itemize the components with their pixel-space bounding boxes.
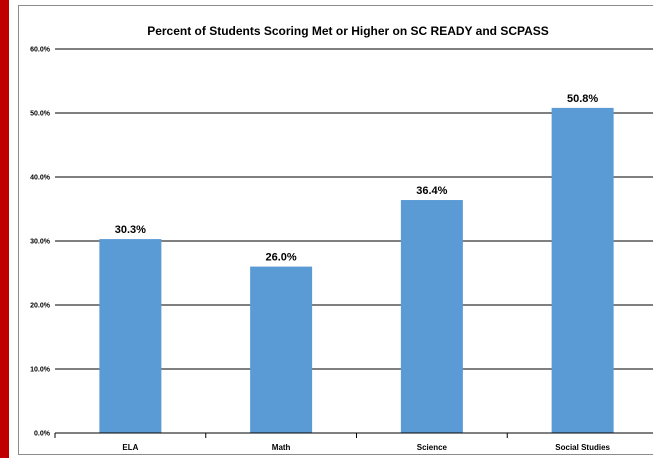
bar-chart: Percent of Students Scoring Met or Highe…: [30, 24, 653, 452]
data-label: 36.4%: [416, 185, 447, 197]
bar-ela: [99, 239, 162, 433]
x-category-label: Social Studies: [555, 443, 610, 452]
bars: [99, 107, 614, 433]
y-tick-label: 50.0%: [30, 111, 51, 118]
bar-math: [250, 266, 313, 433]
data-label: 30.3%: [115, 224, 146, 236]
x-category-label: ELA: [122, 443, 138, 452]
y-tick-label: 0.0%: [34, 431, 51, 438]
y-axis-tick-labels: 0.0% 10.0% 20.0% 30.0% 40.0% 50.0% 60.0%: [30, 47, 51, 438]
data-label: 50.8%: [567, 93, 598, 105]
chart-container: Percent of Students Scoring Met or Highe…: [18, 5, 653, 455]
y-tick-label: 20.0%: [30, 303, 51, 310]
data-label: 26.0%: [266, 252, 297, 264]
data-labels: 30.3% 26.0% 36.4% 50.8%: [115, 93, 599, 264]
x-category-label: Math: [272, 443, 291, 452]
bar-science: [400, 200, 463, 433]
y-tick-label: 60.0%: [30, 47, 51, 54]
bar-social-studies: [551, 107, 614, 433]
y-tick-label: 30.0%: [30, 239, 51, 246]
chart-title: Percent of Students Scoring Met or Highe…: [147, 24, 549, 38]
x-axis: ELA Math Science Social Studies: [54, 432, 653, 452]
y-tick-label: 10.0%: [30, 367, 51, 374]
y-tick-label: 40.0%: [30, 175, 51, 182]
x-category-label: Science: [417, 443, 448, 452]
